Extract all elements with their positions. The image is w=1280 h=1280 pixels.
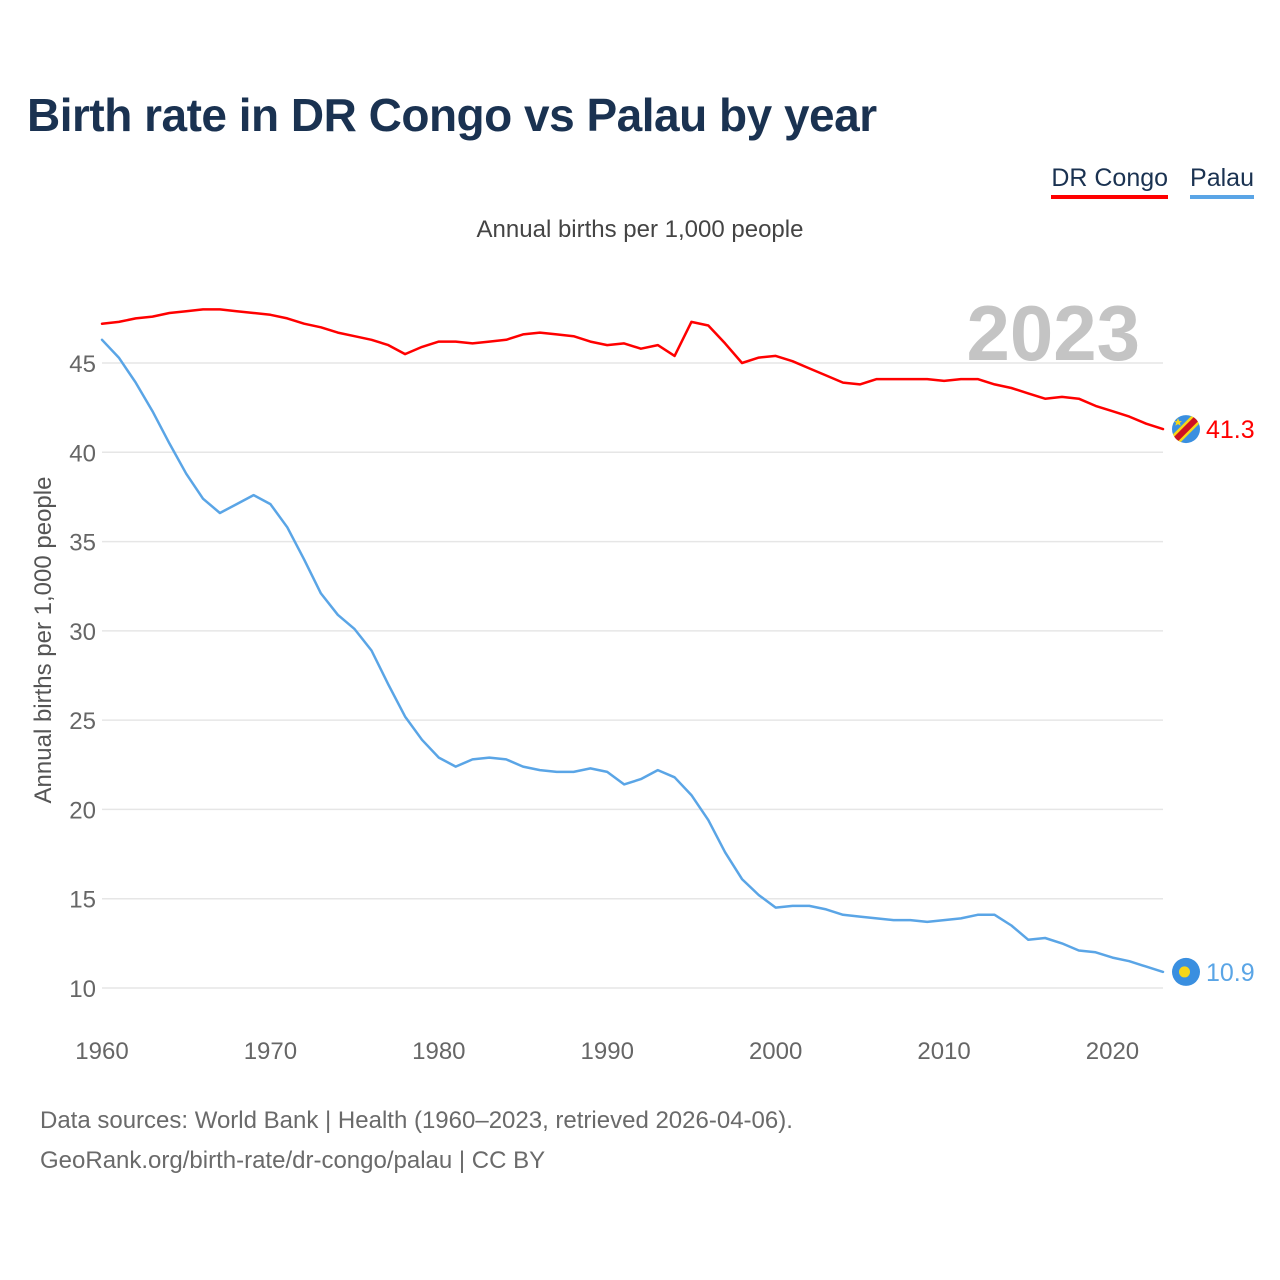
- y-tick-label: 30: [69, 619, 96, 646]
- chart-subtitle: Annual births per 1,000 people: [476, 216, 804, 243]
- x-tick-label: 2020: [1086, 1038, 1139, 1065]
- series-lines: [100, 308, 1165, 974]
- legend-item-dr-congo[interactable]: DR Congo: [1051, 164, 1169, 199]
- end-value-label: 10.9: [1206, 959, 1255, 987]
- chart-title: Birth rate in DR Congo vs Palau by year: [27, 89, 877, 141]
- y-tick-label: 25: [69, 708, 96, 735]
- x-tick-label: 1980: [412, 1038, 465, 1065]
- y-axis-ticks: 10 15 20 25 30 35 40 45: [69, 351, 96, 1003]
- y-axis-label: Annual births per 1,000 people: [30, 477, 57, 804]
- end-value-label: 41.3: [1206, 416, 1255, 444]
- year-watermark: 2023: [966, 289, 1140, 377]
- palau-flag-icon: [1172, 957, 1200, 986]
- y-tick-label: 15: [69, 887, 96, 914]
- x-tick-label: 2000: [749, 1038, 802, 1065]
- series-end-markers: 41.3 10.9: [1172, 415, 1255, 987]
- y-tick-label: 35: [69, 530, 96, 557]
- source-line-1: Data sources: World Bank | Health (1960–…: [40, 1107, 793, 1134]
- y-tick-label: 10: [69, 976, 96, 1003]
- dr-congo-flag-icon: [1172, 415, 1200, 444]
- y-tick-label: 40: [69, 440, 96, 467]
- x-axis-ticks: 1960 1970 1980 1990 2000 2010 2020: [75, 1038, 1139, 1065]
- series-line-palau[interactable]: [100, 338, 1165, 974]
- y-tick-label: 20: [69, 797, 96, 824]
- gridlines: [102, 362, 1163, 989]
- source-line-2[interactable]: GeoRank.org/birth-rate/dr-congo/palau | …: [40, 1147, 546, 1174]
- legend: DR Congo Palau: [1051, 164, 1254, 199]
- x-tick-label: 1960: [75, 1038, 128, 1065]
- y-tick-label: 45: [69, 351, 96, 378]
- series-line-dr-congo[interactable]: [100, 308, 1165, 431]
- x-tick-label: 1990: [581, 1038, 634, 1065]
- x-tick-label: 1970: [244, 1038, 297, 1065]
- legend-item-palau[interactable]: Palau: [1190, 164, 1254, 199]
- x-tick-label: 2010: [917, 1038, 970, 1065]
